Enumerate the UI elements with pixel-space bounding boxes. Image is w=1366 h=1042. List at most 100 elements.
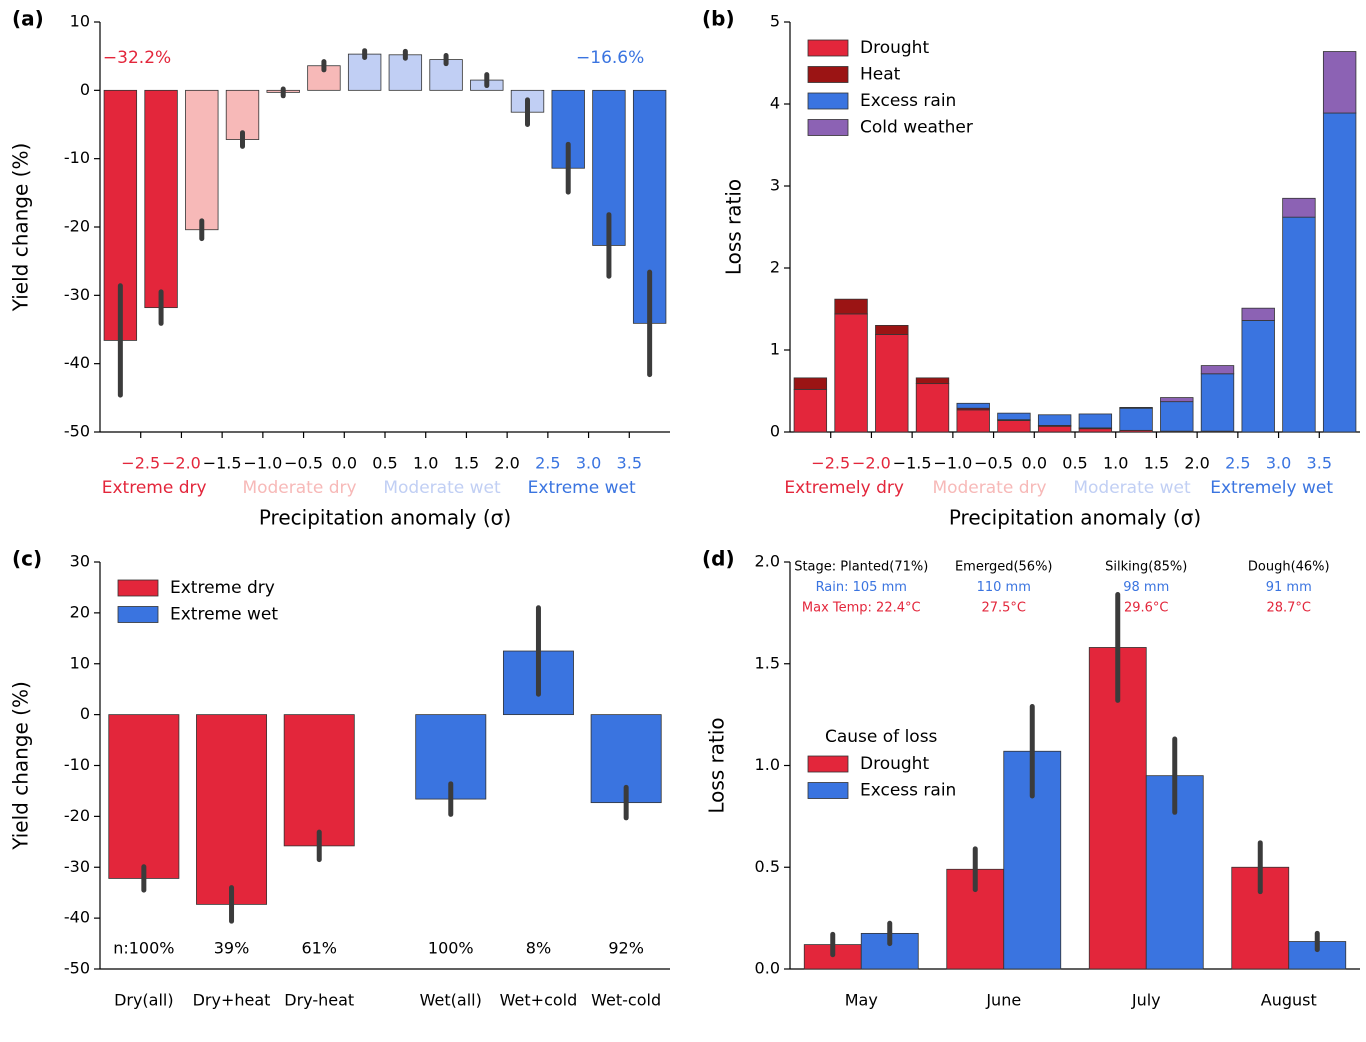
bar-segment	[915, 383, 950, 433]
annotation: Max Temp: 22.4°C	[802, 601, 921, 616]
x-tick-label: Wet+cold	[500, 991, 578, 1010]
annotation: Rain: 105 mm	[816, 580, 907, 595]
y-tick-label: 10	[70, 653, 90, 672]
annotation: 98 mm	[1123, 580, 1169, 595]
y-tick-label: -10	[64, 755, 90, 774]
y-tick-label: 2	[770, 258, 780, 277]
y-tick-label: 1.5	[755, 653, 780, 672]
x-tick-label: May	[845, 991, 878, 1010]
bar-segment	[997, 420, 1031, 433]
bar-segment	[1119, 406, 1153, 409]
annotation: 100%	[428, 939, 474, 958]
annotation: Silking(85%)	[1105, 560, 1187, 575]
bar	[283, 714, 355, 847]
x-tick-label: −1.5	[203, 454, 242, 473]
annotation: Dough(46%)	[1248, 560, 1330, 575]
bar	[144, 89, 178, 309]
group-label: Extremely dry	[784, 478, 904, 498]
y-axis-label: Loss ratio	[722, 179, 746, 275]
x-tick-label: 3.5	[1307, 454, 1332, 473]
legend-title: Cause of loss	[825, 727, 938, 747]
group-label: Moderate wet	[383, 478, 501, 498]
x-tick-label: 2.5	[1225, 454, 1250, 473]
x-tick-label: Dry(all)	[114, 991, 174, 1010]
x-tick-label: 2.0	[494, 454, 519, 473]
y-tick-label: 5	[770, 12, 780, 31]
legend-swatch	[807, 66, 849, 83]
x-tick-label: 3.0	[1266, 454, 1291, 473]
y-tick-label: -30	[64, 285, 90, 304]
x-tick-label: −1.0	[243, 454, 282, 473]
bar-segment	[875, 324, 909, 335]
x-tick-label: Dry-heat	[284, 991, 354, 1010]
x-tick-label: 3.0	[576, 454, 601, 473]
group-label: Extremely wet	[1210, 478, 1333, 498]
bar-segment	[1241, 320, 1275, 433]
legend-swatch	[117, 579, 159, 597]
y-tick-label: 0	[80, 704, 90, 723]
bar-segment	[1322, 112, 1357, 433]
bar-segment	[1160, 397, 1194, 403]
y-tick-label: -40	[64, 353, 90, 372]
legend-swatch	[807, 119, 849, 136]
legend-label: Excess rain	[860, 781, 956, 801]
x-tick-label: −2.5	[121, 454, 160, 473]
y-tick-label: -50	[64, 422, 90, 441]
y-axis-label: Yield change (%)	[9, 681, 33, 851]
y-tick-label: 1	[770, 340, 780, 359]
x-tick-label: August	[1261, 991, 1317, 1010]
bar-segment	[1078, 413, 1113, 429]
y-axis-label: Loss ratio	[705, 717, 729, 813]
group-label: Moderate dry	[932, 478, 1046, 498]
bar-segment	[1037, 425, 1072, 433]
bar-segment	[1119, 407, 1153, 431]
panel-title: (b)	[702, 7, 735, 31]
y-tick-label: -10	[64, 148, 90, 167]
bar-segment	[1282, 216, 1316, 433]
x-tick-label: 0.0	[332, 454, 357, 473]
y-tick-label: 1.0	[755, 755, 780, 774]
y-tick-label: 0.5	[755, 857, 780, 876]
x-tick-label: 0.0	[1022, 454, 1047, 473]
annotation: 29.6°C	[1124, 601, 1169, 616]
x-tick-label: −2.0	[852, 454, 891, 473]
x-tick-label: 1.5	[1144, 454, 1169, 473]
bar-segment	[1160, 401, 1194, 432]
panel-title: (a)	[12, 7, 44, 31]
y-tick-label: 0	[770, 422, 780, 441]
x-tick-label: June	[985, 991, 1021, 1010]
bar	[185, 89, 219, 231]
y-tick-label: 0	[80, 80, 90, 99]
x-tick-label: Dry+heat	[193, 991, 271, 1010]
annotation: −32.2%	[103, 48, 171, 68]
annotation: Stage: Planted(71%)	[794, 560, 928, 575]
legend-swatch	[807, 782, 849, 799]
annotation: −16.6%	[576, 48, 644, 68]
bar-segment	[1200, 373, 1235, 432]
annotation: 61%	[301, 939, 337, 958]
x-tick-label: −1.0	[933, 454, 972, 473]
x-tick-label: 1.5	[454, 454, 479, 473]
x-tick-label: 2.5	[535, 454, 560, 473]
legend-swatch	[807, 755, 849, 773]
x-axis-label: Precipitation anomaly (σ)	[949, 506, 1201, 530]
y-tick-label: -50	[64, 959, 90, 978]
bar-segment	[1282, 197, 1316, 218]
group-label: Moderate wet	[1073, 478, 1191, 498]
bar-segment	[1078, 428, 1113, 433]
bar-segment	[956, 409, 990, 433]
x-tick-label: 0.5	[372, 454, 397, 473]
legend-label: Heat	[860, 65, 901, 85]
group-label: Moderate dry	[242, 478, 356, 498]
x-tick-label: July	[1131, 991, 1161, 1010]
y-tick-label: -20	[64, 806, 90, 825]
x-tick-label: Wet-cold	[591, 991, 661, 1010]
annotation: 91 mm	[1266, 580, 1312, 595]
group-label: Extreme dry	[102, 478, 207, 498]
y-tick-label: 20	[70, 602, 90, 621]
bar	[108, 714, 180, 879]
x-tick-label: 0.5	[1062, 454, 1087, 473]
group-label: Extreme wet	[528, 478, 636, 498]
legend-swatch	[807, 92, 849, 110]
